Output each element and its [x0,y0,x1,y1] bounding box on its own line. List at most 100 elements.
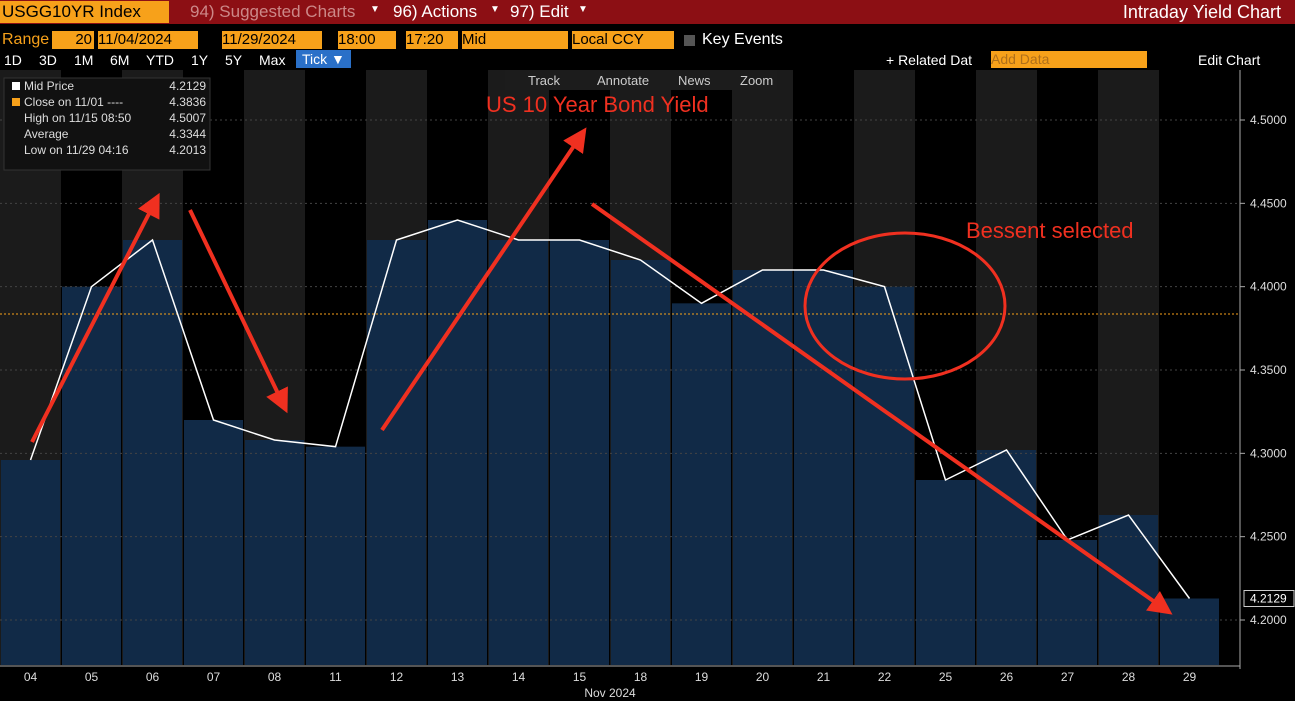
legend-value: 4.2129 [169,79,206,93]
input-end-time[interactable]: 17:20 [406,31,458,49]
legend-label: High on 11/15 08:50 [24,111,132,125]
y-tick-label: 4.2000 [1250,613,1287,627]
period-button[interactable]: 3D [39,52,57,68]
x-tick-label: 27 [1061,670,1075,684]
day-column [855,286,914,665]
input-end[interactable]: 11/29/2024 [222,31,322,49]
y-tick-label: 4.4500 [1250,196,1287,210]
day-column [611,260,670,665]
last-price-tag [1243,590,1295,607]
y-tick-label: 4.4000 [1250,280,1287,294]
x-tick-label: 22 [878,670,892,684]
x-tick-label: 18 [634,670,648,684]
annotation-arrow [590,202,1173,615]
day-column [306,446,365,665]
day-column [1099,515,1158,665]
x-tick-label: 28 [1122,670,1136,684]
day-column [672,303,731,665]
period-button[interactable]: 1Y [191,52,209,68]
checkbox[interactable] [684,35,695,46]
day-column [62,286,121,665]
title-bar [0,0,1295,24]
x-tick-label: 26 [1000,670,1014,684]
x-tick-label: 12 [390,670,404,684]
day-column [245,440,304,665]
x-tick-label: 25 [939,670,953,684]
day-column [1038,540,1097,665]
x-axis-label: Nov 2024 [584,686,636,700]
menu[interactable]: 94) Suggested Charts [190,2,356,21]
input-start-time[interactable]: 18:00 [338,31,396,49]
menu[interactable]: 97) Edit [510,2,569,21]
annotation-circle [803,231,1007,381]
day-band [1159,70,1220,665]
annotation-arrow [188,209,288,414]
chart-tool[interactable]: Track [528,73,561,88]
period-button[interactable]: YTD [146,52,174,68]
related-button[interactable]: + Related Dat [886,52,972,68]
y-tick-label: 4.5000 [1250,113,1287,127]
legend-label: Average [24,127,69,141]
x-tick-label: 07 [207,670,221,684]
chart: 4.2000 4.2500 4.3000 4.3500 4.4000 4.4500 4.50… [0,70,1295,700]
period-button[interactable]: Max [259,52,286,68]
period-button[interactable]: 1D [4,52,22,68]
add-data[interactable]: Add Data [991,51,1147,68]
last-price: 4.2129 [1250,592,1287,606]
day-column [1160,598,1219,665]
x-tick-label: 06 [146,670,160,684]
menu[interactable]: 96) Actions [393,2,478,21]
day-column [916,480,975,665]
legend-label: Mid Price [24,79,74,93]
x-tick-label: 04 [24,670,38,684]
menu-caret: ▼ [578,4,588,15]
price-line [29,219,1191,599]
day-column [428,220,487,665]
x-tick-label: 20 [756,670,770,684]
day-column [1,460,60,665]
x-tick-label: 11 [329,670,342,684]
x-tick-label: 15 [573,670,587,684]
legend-value: 4.2013 [169,143,206,157]
period-button[interactable]: 5Y [225,52,243,68]
day-column [367,240,426,665]
chart-tool[interactable]: Annotate [597,73,649,88]
input-start[interactable]: 11/04/2024 [98,31,198,49]
tick-button[interactable]: Tick ▼ [296,50,351,68]
chart-tool[interactable]: Zoom [740,73,773,88]
input-price[interactable]: Mid [462,31,568,49]
period-button[interactable]: 1M [74,52,94,68]
day-column [794,270,853,665]
period-button[interactable]: 6M [110,52,130,68]
annotation-arrow [30,192,160,443]
input-period[interactable]: 20 [52,31,94,49]
input-currency[interactable]: Local CCY [572,31,674,49]
x-tick-label: 14 [512,670,526,684]
x-tick-label: 08 [268,670,282,684]
x-tick-label: 05 [85,670,99,684]
day-column [733,270,792,665]
legend-box [3,77,211,171]
day-column [489,240,548,665]
key-events: Key Events [702,31,783,48]
y-tick-label: 4.3500 [1250,363,1287,377]
day-column [123,240,182,665]
day-column [184,420,243,665]
y-tick-label: 4.2500 [1250,530,1287,544]
legend-value: 4.5007 [169,111,206,125]
x-tick-label: 13 [451,670,465,684]
day-column [550,240,609,665]
chart-tool[interactable]: News [678,73,711,88]
edit-chart[interactable]: Edit Chart [1198,52,1261,68]
legend-swatch [12,98,20,106]
menu-caret: ▼ [370,4,380,15]
legend-label: Close on 11/01 ---- [24,95,123,109]
menu-caret: ▼ [490,4,500,15]
window-title[interactable]: Intraday Yield Chart [1122,2,1281,22]
legend-label: Low on 11/29 04:16 [24,143,129,157]
legend-value: 4.3836 [169,95,206,109]
ticker[interactable]: USGG10YR Index [0,1,169,23]
range-label: Range [2,31,50,48]
x-tick-label: 29 [1183,670,1197,684]
x-tick-label: 21 [817,670,831,684]
